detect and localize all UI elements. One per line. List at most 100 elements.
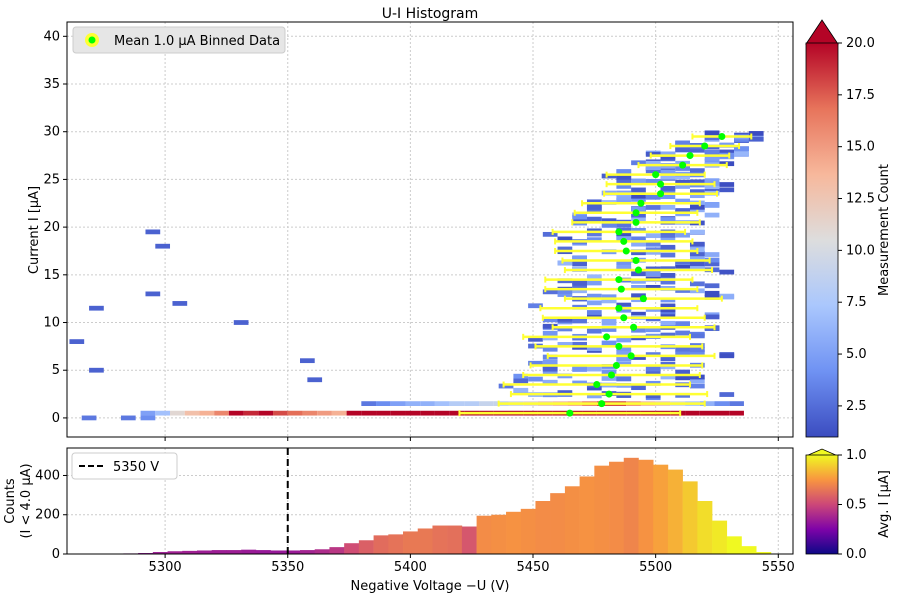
heatmap-cell <box>616 350 632 356</box>
heatmap-cell <box>542 379 558 385</box>
heatmap-cell <box>631 284 646 290</box>
heatmap-cell <box>572 261 587 267</box>
mean-point <box>598 400 606 408</box>
heatmap-cell <box>155 410 171 416</box>
heatmap-cell <box>645 178 661 184</box>
heatmap-cell <box>660 356 676 362</box>
heatmap-cell <box>714 410 730 416</box>
heatmap-cell <box>420 401 435 406</box>
heatmap-cell <box>233 320 249 325</box>
bottom-y-ticks: 0 200 400 <box>35 468 67 562</box>
heatmap-cell <box>660 313 676 319</box>
histogram-bar <box>609 461 625 554</box>
mean-point <box>620 237 628 245</box>
heatmap-cell <box>645 205 661 210</box>
heatmap-cell <box>616 359 632 365</box>
heatmap-cell <box>243 410 259 416</box>
heatmap-cell <box>660 194 676 200</box>
colorbar-main-tick-label: 20.0 <box>846 36 875 51</box>
histogram-bar <box>520 508 536 554</box>
heatmap-cell <box>586 346 602 352</box>
heatmap-cell <box>140 410 156 416</box>
heatmap-cell <box>302 410 318 416</box>
bottom-axes-frame <box>66 447 794 555</box>
heatmap-cell <box>572 280 587 286</box>
histogram-bar <box>241 549 257 554</box>
heatmap-cell <box>660 244 676 250</box>
heatmap-cell <box>601 173 617 179</box>
heatmap-cell <box>557 390 573 395</box>
heatmap-cell <box>645 366 661 372</box>
heatmap-cell <box>675 144 690 150</box>
heatmap-cell <box>689 281 705 287</box>
histogram-bar <box>667 469 683 554</box>
heatmap-cell <box>601 316 617 322</box>
histogram-bar <box>211 550 227 554</box>
heatmap-cell <box>704 130 720 136</box>
heatmap-cell <box>601 327 617 332</box>
histogram-bar <box>653 464 669 554</box>
heatmap-cell <box>631 196 646 202</box>
heatmap-cell <box>172 301 188 306</box>
heatmap-cell <box>704 314 720 320</box>
heatmap-cell <box>586 300 602 306</box>
heatmap-cell <box>689 241 705 247</box>
heatmap-cell <box>660 303 676 309</box>
colorbar-bottom-tick-label: 0.0 <box>846 547 867 562</box>
heatmap-cell <box>645 241 661 246</box>
heatmap-cell <box>557 236 573 242</box>
heatmap-cell <box>513 387 529 393</box>
histogram-bar <box>182 550 198 554</box>
heatmap-cell <box>616 227 632 233</box>
main-y-tick-label: 30 <box>43 125 60 140</box>
heatmap-cell <box>258 410 274 416</box>
heatmap-cell <box>675 259 690 265</box>
heatmap-cell <box>631 206 646 212</box>
heatmap-cell <box>719 149 735 155</box>
heatmap-cell <box>689 261 705 267</box>
heatmap-cell <box>645 352 661 357</box>
legend-label-vline: 5350 V <box>113 460 159 475</box>
histogram-bar <box>300 550 316 554</box>
heatmap-cell <box>675 288 690 293</box>
main-y-ticks: 0 5 10 15 20 25 30 35 40 <box>43 29 67 426</box>
heatmap-cell <box>346 410 362 416</box>
chart-title: U-I Histogram <box>382 6 479 22</box>
mean-point <box>657 190 665 198</box>
colorbar-main-tick-label: 5.0 <box>846 347 867 362</box>
colorbar-bottom-label: Avg. I [μA] <box>877 470 892 538</box>
mean-point <box>622 247 630 255</box>
heatmap-cell <box>675 147 690 153</box>
histogram-bar <box>196 550 213 554</box>
mean-point <box>632 218 640 226</box>
histogram-bar <box>564 486 580 554</box>
heatmap-cell <box>689 349 705 355</box>
mean-point <box>603 333 611 341</box>
heatmap-cell <box>689 347 705 353</box>
heatmap-cell <box>660 232 676 238</box>
bottom-x-ticks: 5300 5350 5400 5450 5500 5550 <box>149 554 795 575</box>
heatmap-cell <box>586 199 602 205</box>
mean-point <box>627 352 635 360</box>
histogram-bar <box>712 520 728 554</box>
heatmap-cell <box>528 360 543 366</box>
mean-point <box>620 314 628 322</box>
heatmap-cell <box>434 410 450 416</box>
heatmap-cell <box>719 182 735 187</box>
bottom-y-axis-label-line1: Counts <box>3 478 18 524</box>
heatmap-cell <box>631 227 646 233</box>
histogram-bar <box>447 525 463 554</box>
histogram-bar <box>344 543 360 554</box>
heatmap-cell <box>586 237 602 243</box>
heatmap-cell <box>704 290 720 296</box>
heatmap-cell <box>748 131 764 136</box>
heatmap-cell <box>405 410 421 416</box>
heatmap-cell <box>704 203 720 208</box>
heatmap-cell <box>199 410 215 416</box>
heatmap-cell <box>729 410 744 416</box>
colorbar-bottom-ticks: 0.0 0.5 1.0 <box>838 448 867 562</box>
heatmap-cell <box>675 392 690 398</box>
histogram-bar <box>461 526 477 554</box>
heatmap-cell <box>542 346 558 352</box>
